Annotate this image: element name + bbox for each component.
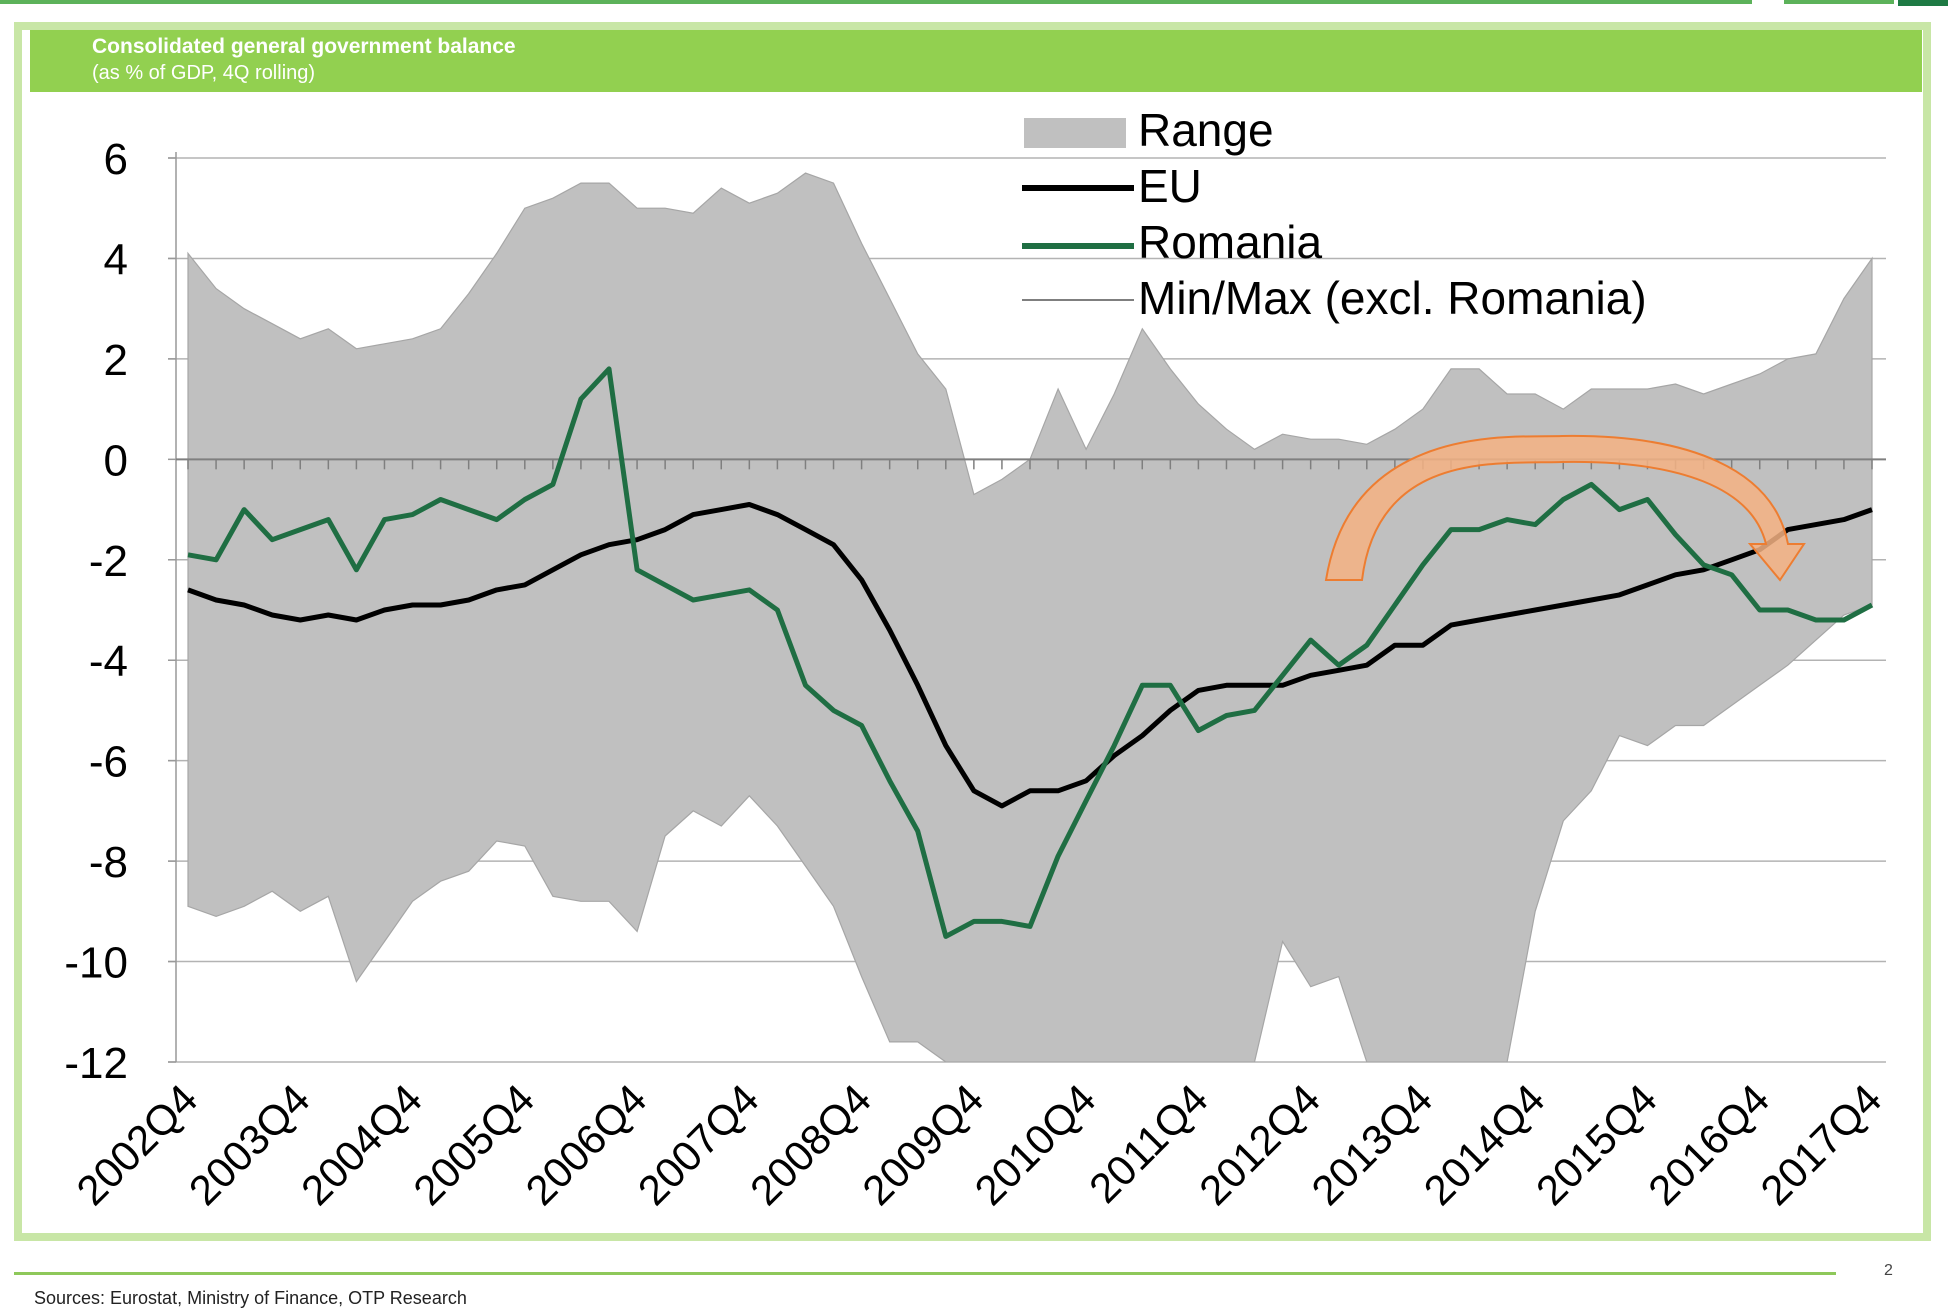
x-tick-label-8: 2010Q4	[966, 1075, 1105, 1214]
y-tick-label-5: -4	[89, 637, 128, 686]
x-tick-label-4: 2006Q4	[517, 1075, 656, 1214]
x-tick-label-12: 2014Q4	[1415, 1075, 1554, 1214]
y-tick-label-4: -2	[89, 537, 128, 586]
x-tick-label-5: 2007Q4	[629, 1075, 768, 1214]
top-rule	[0, 0, 1752, 4]
curved-arrow-annotation	[1324, 434, 1806, 582]
x-tick-label-13: 2015Q4	[1527, 1075, 1666, 1214]
chart-subtitle: (as % of GDP, 4Q rolling)	[92, 62, 316, 84]
x-tick-label-6: 2008Q4	[741, 1075, 880, 1214]
corner-accent	[1898, 0, 1948, 6]
x-tick-label-7: 2009Q4	[853, 1075, 992, 1214]
y-tick-label-9: -12	[64, 1039, 128, 1088]
legend-label-3: Min/Max (excl. Romania)	[1138, 272, 1647, 324]
y-tick-label-7: -8	[89, 838, 128, 887]
x-tick-label-15: 2017Q4	[1751, 1075, 1890, 1214]
x-tick-label-0: 2002Q4	[67, 1075, 206, 1214]
legend-swatch-range	[1024, 118, 1126, 148]
chart-title: Consolidated general government balance	[92, 35, 516, 58]
x-tick-label-10: 2012Q4	[1190, 1075, 1329, 1214]
x-tick-label-3: 2005Q4	[404, 1075, 543, 1214]
x-tick-label-14: 2016Q4	[1639, 1075, 1778, 1214]
x-tick-label-11: 2013Q4	[1302, 1075, 1441, 1214]
x-tick-label-2: 2004Q4	[292, 1075, 431, 1214]
page-number: 2	[1884, 1262, 1893, 1279]
y-tick-label-0: 6	[104, 135, 128, 184]
sources-note: Sources: Eurostat, Ministry of Finance, …	[34, 1288, 467, 1308]
x-tick-label-9: 2011Q4	[1080, 1075, 1217, 1212]
legend-label-0: Range	[1138, 104, 1274, 156]
eu-line	[187, 502, 1873, 809]
x-tick-label-1: 2003Q4	[180, 1075, 319, 1214]
legend-label-1: EU	[1138, 160, 1202, 212]
y-tick-label-1: 4	[104, 235, 128, 284]
top-rule-segment	[1784, 0, 1894, 4]
legend-label-2: Romania	[1138, 216, 1323, 268]
chart-header-band	[30, 30, 1922, 92]
y-tick-label-6: -6	[89, 738, 128, 787]
bottom-rule	[14, 1272, 1836, 1275]
y-tick-label-3: 0	[104, 436, 128, 485]
romania-line	[187, 366, 1874, 939]
y-tick-label-8: -10	[64, 939, 128, 988]
y-tick-label-2: 2	[104, 336, 128, 385]
